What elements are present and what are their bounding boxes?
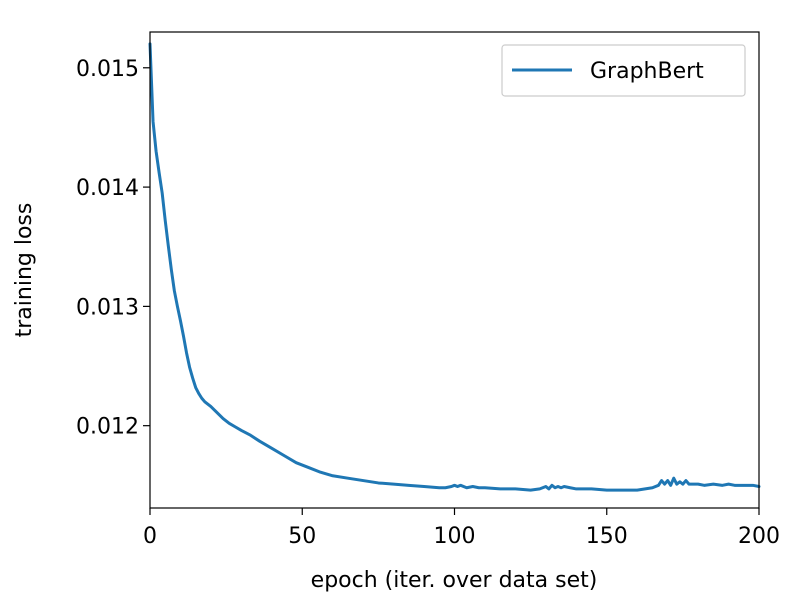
legend-box [501,44,746,97]
x-axis-ticks: 0 50 100 150 200 [143,508,780,549]
series-line-graphbert [148,42,761,492]
x-tick-label: 150 [586,524,628,549]
legend-label-graphbert: GraphBert [590,59,704,84]
legend: GraphBert [501,44,746,97]
x-tick-label: 0 [143,524,157,549]
y-axis-ticks: 0.012 0.013 0.014 0.015 [76,57,150,440]
plot-frame [149,31,760,509]
x-tick-label: 50 [288,524,316,549]
y-tick-label: 0.015 [76,57,139,82]
y-axis-label: training loss [12,203,37,338]
y-tick-label: 0.012 [76,415,139,440]
x-tick-label: 200 [738,524,780,549]
x-axis-label: epoch (iter. over data set) [311,568,598,593]
x-tick-label: 100 [434,524,476,549]
y-tick-label: 0.014 [76,176,139,201]
y-tick-label: 0.013 [76,295,139,320]
